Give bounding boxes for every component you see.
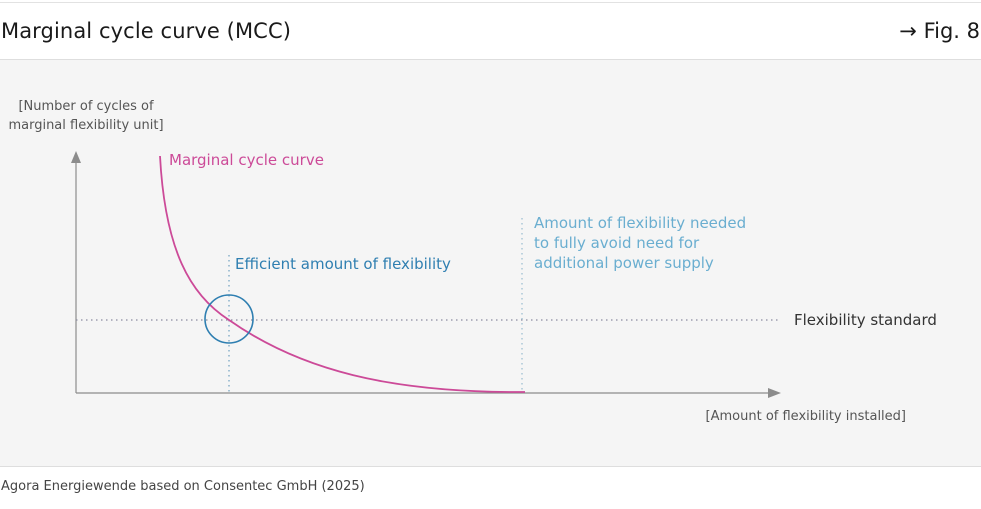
figure-reference: → Fig. 8 (899, 19, 980, 43)
figure-header: Marginal cycle curve (MCC) → Fig. 8 (0, 3, 981, 60)
diagram-panel: [Number of cycles of marginal flexibilit… (0, 60, 981, 467)
full-avoid-label-line1: Amount of flexibility needed (534, 214, 746, 232)
marginal-cycle-curve-diagram: [Number of cycles of marginal flexibilit… (8, 99, 937, 424)
top-rule (0, 2, 981, 3)
full-avoid-label-line3: additional power supply (534, 254, 714, 272)
curve-label: Marginal cycle curve (169, 151, 324, 169)
efficient-point-marker (204, 294, 254, 344)
y-axis-arrowhead (71, 151, 81, 163)
figure-title: Marginal cycle curve (MCC) (1, 19, 291, 43)
y-axis-label-line1: [Number of cycles of (18, 99, 154, 114)
efficient-amount-label: Efficient amount of flexibility (235, 255, 451, 273)
source-note: Agora Energiewende based on Consentec Gm… (1, 479, 365, 494)
flexibility-standard-label: Flexibility standard (794, 311, 937, 329)
full-avoid-label-line2: to fully avoid need for (534, 234, 700, 252)
x-axis-arrowhead (768, 388, 781, 398)
x-axis-label: [Amount of flexibility installed] (706, 409, 906, 424)
marginal-cycle-curve (159, 155, 526, 393)
y-axis-label-line2: marginal flexibility unit] (8, 118, 163, 133)
